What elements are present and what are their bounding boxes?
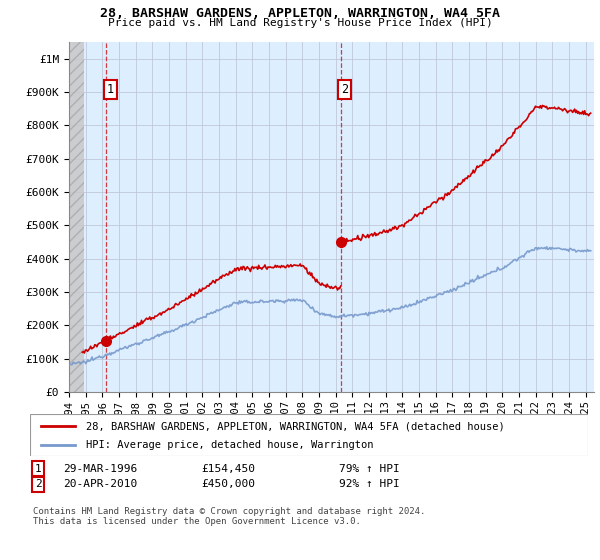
Text: 92% ↑ HPI: 92% ↑ HPI [339,479,400,489]
Text: 20-APR-2010: 20-APR-2010 [63,479,137,489]
Text: 1: 1 [107,83,114,96]
Text: 29-MAR-1996: 29-MAR-1996 [63,464,137,474]
Text: Price paid vs. HM Land Registry's House Price Index (HPI): Price paid vs. HM Land Registry's House … [107,18,493,28]
Text: 28, BARSHAW GARDENS, APPLETON, WARRINGTON, WA4 5FA: 28, BARSHAW GARDENS, APPLETON, WARRINGTO… [100,7,500,20]
Text: 79% ↑ HPI: 79% ↑ HPI [339,464,400,474]
Text: 1: 1 [35,464,41,474]
Text: 28, BARSHAW GARDENS, APPLETON, WARRINGTON, WA4 5FA (detached house): 28, BARSHAW GARDENS, APPLETON, WARRINGTO… [86,421,505,431]
Text: 2: 2 [341,83,349,96]
Text: £154,450: £154,450 [201,464,255,474]
FancyBboxPatch shape [30,414,588,456]
Text: 2: 2 [35,479,41,489]
Text: Contains HM Land Registry data © Crown copyright and database right 2024.
This d: Contains HM Land Registry data © Crown c… [33,507,425,526]
Text: HPI: Average price, detached house, Warrington: HPI: Average price, detached house, Warr… [86,440,373,450]
Bar [69,42,84,392]
Text: £450,000: £450,000 [201,479,255,489]
